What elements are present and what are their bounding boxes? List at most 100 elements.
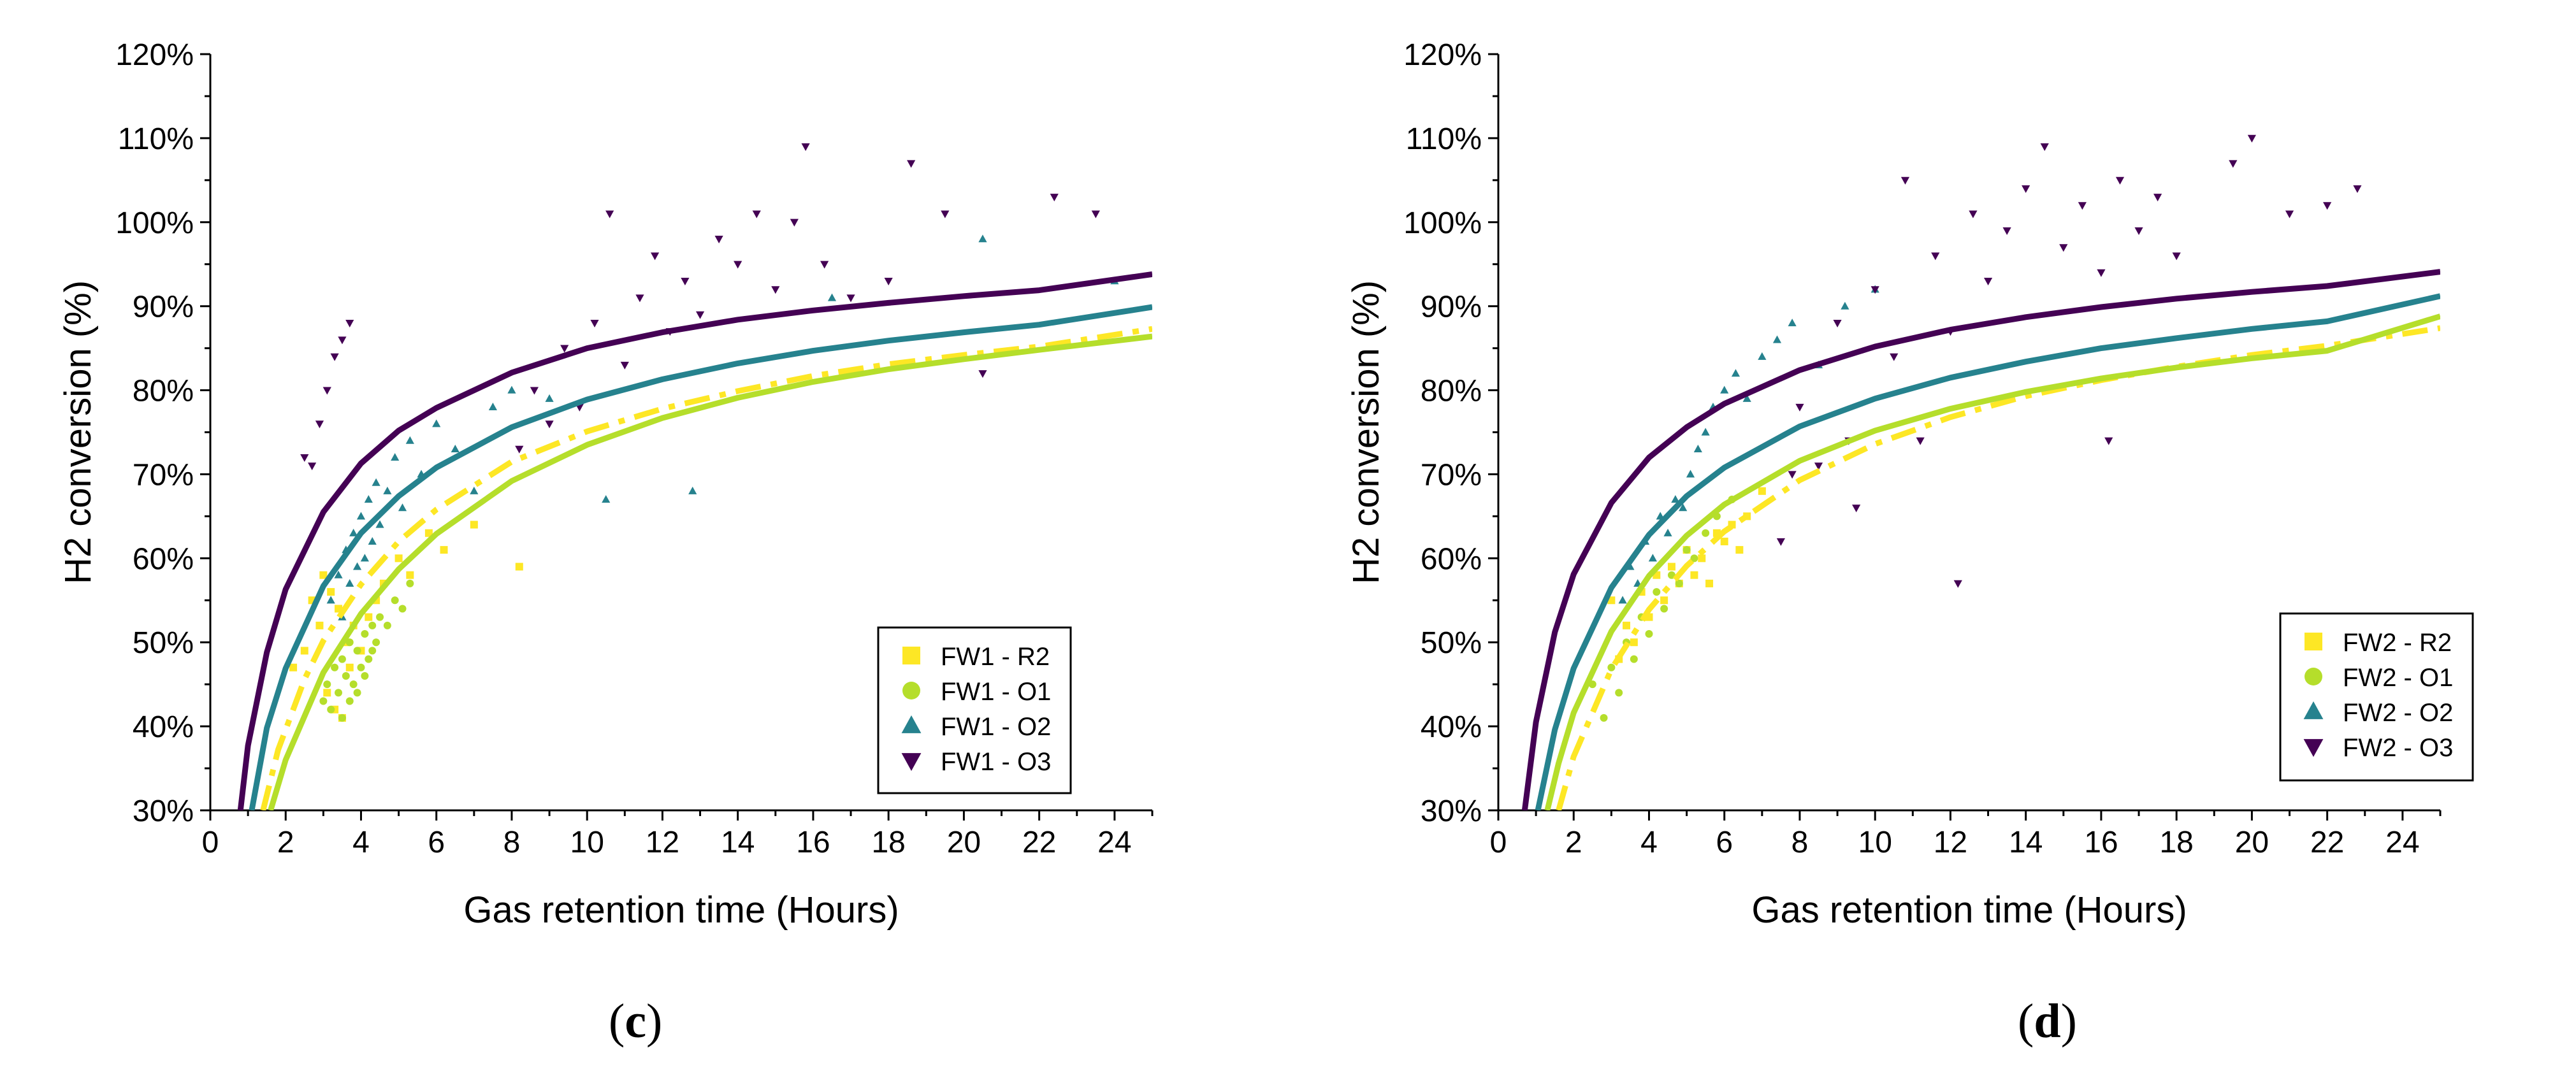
series-points-O3-d [1776, 134, 2362, 588]
data-point-O3 [1931, 252, 1940, 261]
data-point-O2 [545, 394, 554, 402]
x-tick-label-d: 14 [2009, 826, 2043, 859]
data-point-O1 [383, 621, 391, 629]
series-points-R2-c [289, 520, 523, 722]
data-point-O1 [406, 579, 414, 587]
data-point-O2 [1679, 503, 1688, 512]
data-point-O2 [349, 528, 358, 536]
data-point-O3 [2285, 210, 2294, 219]
data-point-O1 [331, 663, 339, 671]
x-tick-label-c: 22 [1022, 826, 1056, 859]
data-point-O2 [375, 520, 384, 528]
legend-label-O1-c: FW1 - O1 [941, 678, 1051, 706]
y-tick-label-d: 30% [1421, 794, 1482, 828]
data-point-O3 [651, 252, 660, 261]
x-tick-label-d: 6 [1716, 826, 1733, 859]
data-point-R2 [394, 554, 403, 563]
series-points-O1-c [319, 579, 414, 722]
data-point-O1 [361, 671, 369, 680]
data-point-O3 [884, 278, 893, 285]
data-point-O1 [1682, 546, 1691, 554]
data-point-O1 [338, 714, 346, 722]
y-tick-label-c: 110% [118, 122, 194, 156]
data-point-O3 [338, 336, 347, 345]
data-point-O1 [357, 663, 365, 671]
data-point-O3 [1900, 176, 1910, 185]
data-point-O2 [602, 495, 611, 503]
data-point-O2 [1618, 596, 1627, 604]
data-point-R2 [365, 613, 373, 621]
data-point-O2 [326, 596, 335, 604]
legend-marker-O2-c [901, 715, 922, 733]
legend-label-O1-d: FW2 - O1 [2343, 664, 2453, 692]
data-point-R2 [1698, 554, 1706, 563]
data-point-O3 [978, 370, 987, 378]
data-point-O3 [545, 420, 554, 429]
x-tick-label-c: 10 [570, 826, 604, 859]
x-tick-label-c: 12 [646, 826, 679, 859]
data-point-O1 [1660, 605, 1668, 613]
data-point-O1 [372, 638, 380, 647]
data-point-R2 [1660, 596, 1668, 605]
x-tick-label-c: 0 [202, 826, 219, 859]
x-tick-label-c: 24 [1097, 826, 1131, 859]
data-point-O2 [1772, 335, 1782, 343]
data-point-O1 [335, 689, 343, 697]
y-tick-label-d: 110% [1406, 122, 1482, 156]
data-point-O3 [2229, 160, 2238, 168]
x-tick-label-c: 4 [352, 826, 370, 859]
data-point-O2 [368, 537, 377, 545]
data-point-O3 [1788, 471, 1797, 479]
fit-curve-O3-c [237, 271, 1152, 810]
data-point-O3 [681, 278, 690, 285]
data-point-O2 [398, 503, 407, 512]
data-point-O1 [345, 697, 354, 705]
data-point-O2 [827, 293, 837, 301]
data-point-O1 [1607, 663, 1616, 671]
legend-c: FW1 - R2 FW1 - O1 FW1 - O2 FW1 - O3 [877, 626, 1072, 794]
data-point-R2 [1690, 571, 1698, 579]
data-point-O3 [1953, 580, 1962, 588]
chart-panel-c: 30% 40% 50% 60% 70% 80% 90% 100% 110% 120% 0 2 4 6 8 10… [0, 0, 1288, 1073]
data-point-O3 [1870, 286, 1879, 294]
x-tick-label-d: 20 [2235, 826, 2269, 859]
x-tick-label-d: 12 [1934, 826, 1967, 859]
data-point-O3 [2353, 185, 2362, 193]
legend-marker-R2-c [902, 647, 920, 664]
data-point-O3 [2115, 176, 2125, 185]
data-point-O3 [590, 319, 599, 327]
data-point-O1 [1702, 529, 1710, 537]
data-point-O2 [1841, 301, 1849, 310]
x-tick-label-d: 0 [1490, 826, 1507, 859]
legend-marker-R2-d [2305, 633, 2322, 650]
x-tick-label-d: 24 [2385, 826, 2419, 859]
data-point-O2 [470, 486, 479, 494]
x-axis-title-c: Gas retention time (Hours) [463, 889, 899, 931]
data-point-O2 [1701, 427, 1710, 436]
data-point-O3 [771, 286, 780, 294]
data-point-O3 [752, 210, 761, 219]
data-point-O3 [515, 445, 524, 454]
x-tick-label-c: 6 [428, 826, 445, 859]
data-point-O3 [560, 345, 569, 353]
data-point-O3 [605, 210, 614, 219]
plot-area-c [237, 143, 1152, 810]
data-point-O1 [368, 621, 377, 629]
x-tick-label-c: 14 [721, 826, 755, 859]
data-point-R2 [424, 529, 433, 537]
data-point-O3 [1091, 210, 1100, 219]
data-point-O1 [342, 671, 350, 680]
data-point-O3 [734, 261, 742, 269]
data-point-O1 [1645, 630, 1653, 638]
x-tick-label-d: 8 [1791, 826, 1809, 859]
data-point-O3 [2078, 202, 2087, 210]
data-point-O3 [2097, 269, 2106, 277]
data-point-R2 [289, 663, 298, 671]
y-tick-label-c: 30% [133, 794, 194, 828]
y-tick-label-d: 40% [1421, 710, 1482, 744]
x-tick-label-c: 8 [503, 826, 521, 859]
legend-label-O2-d: FW2 - O2 [2343, 699, 2453, 727]
data-point-R2 [1758, 487, 1766, 495]
data-point-O2 [1788, 319, 1797, 327]
legend-marker-O3-d [2303, 739, 2324, 757]
